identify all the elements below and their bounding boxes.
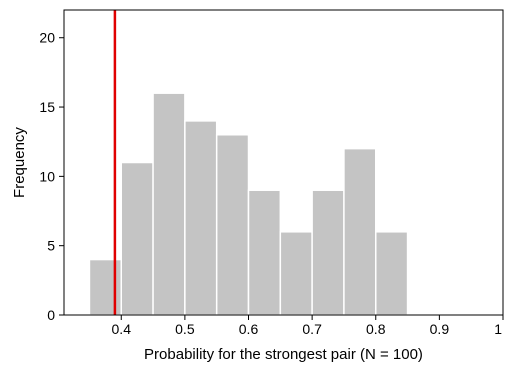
x-tick-label-1: 0.4 (112, 321, 132, 337)
x-tick-label-6: 0.9 (430, 321, 450, 337)
plot-frame (63, 9, 504, 316)
y-tick-label-4: 15 (39, 99, 55, 115)
y-tick-label-5: 20 (39, 30, 55, 46)
histogram-bar-4 (184, 120, 218, 316)
x-tick-label-4: 0.7 (302, 321, 322, 337)
y-axis-label: Frequency (11, 127, 28, 198)
histogram-bars (88, 92, 409, 316)
x-tick-label-3: 0.6 (239, 321, 259, 337)
x-tick-label-2: 0.5 (175, 321, 195, 337)
x-tick-label-7: 1 (494, 321, 502, 337)
histogram-bar-10 (375, 231, 409, 316)
x-axis: 0.4 0.5 0.6 0.7 0.8 0.9 1 (112, 315, 504, 337)
histogram-bar-2 (120, 161, 154, 316)
histogram-bar-1 (88, 258, 123, 316)
y-tick-label-3: 10 (39, 168, 55, 184)
x-tick-label-5: 0.8 (366, 321, 386, 337)
histogram-bar-5 (215, 134, 250, 316)
histogram-bar-6 (247, 189, 282, 316)
y-tick-label-2: 5 (47, 238, 55, 254)
y-tick-label-1: 0 (47, 307, 55, 323)
y-axis: 0 5 10 15 20 (39, 30, 64, 323)
histogram-bar-8 (311, 189, 345, 316)
histogram-bar-3 (152, 92, 186, 316)
histogram-bar-7 (279, 231, 313, 316)
x-axis-label: Probability for the strongest pair (N = … (144, 346, 423, 363)
histogram-bar-9 (343, 147, 377, 316)
